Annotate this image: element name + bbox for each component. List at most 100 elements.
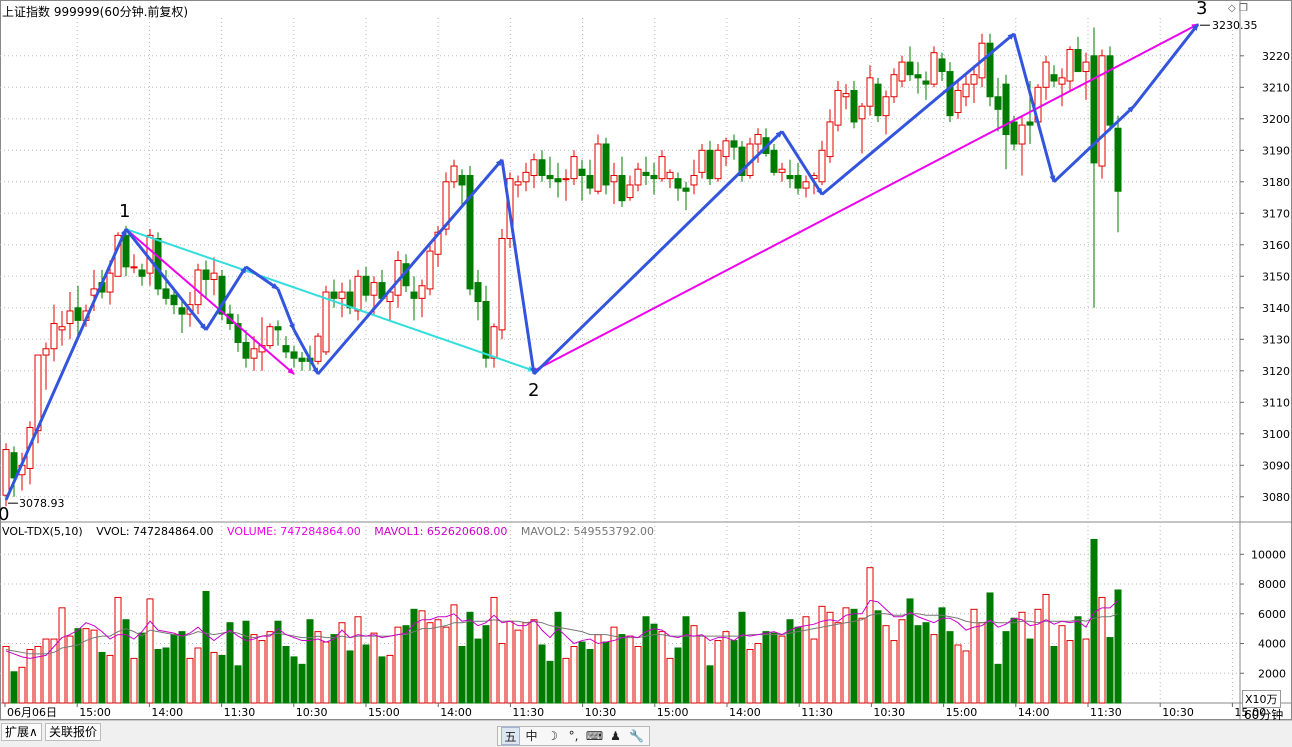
volume-bar	[1106, 637, 1114, 704]
volume-bar	[570, 645, 578, 704]
volume-bar	[850, 608, 858, 704]
candle-body	[274, 326, 282, 331]
vol-indicator-name[interactable]: VOL-TDX(5,10)	[2, 525, 83, 538]
volume-bar	[322, 641, 330, 704]
volume-bar	[442, 626, 450, 704]
time-tick-label: 10:30	[296, 706, 328, 719]
restore-icon[interactable]: ❐	[1238, 3, 1248, 14]
volume-bar	[994, 663, 1002, 704]
volume-bar	[82, 628, 90, 704]
candle-body	[818, 149, 826, 183]
candle-body	[482, 301, 490, 359]
index-name: 上证指数	[2, 5, 51, 19]
punctuation-icon[interactable]: °,	[568, 729, 579, 743]
volume-bar	[962, 650, 970, 704]
volume-bar	[666, 657, 674, 704]
volume-bar	[634, 645, 642, 704]
volume-tick-label: 8000	[1258, 578, 1286, 591]
candle-body	[658, 156, 666, 180]
volume-bar	[362, 644, 370, 704]
volume-bar	[914, 625, 922, 704]
time-tick-label: 11:30	[801, 706, 833, 719]
volume-bar	[2, 645, 10, 704]
volume-bar	[106, 654, 114, 704]
volume-bar	[98, 651, 106, 704]
candle-body	[194, 269, 202, 306]
candle-body	[930, 52, 938, 85]
volume-bar	[450, 604, 458, 704]
candle-body	[1002, 83, 1010, 136]
volume-bar	[1018, 611, 1026, 704]
price-tick-label: 3160	[1262, 239, 1290, 252]
volume-bar	[538, 644, 546, 704]
price-tick-label: 3220	[1262, 50, 1290, 63]
volume-bar	[530, 619, 538, 704]
candle-body	[74, 307, 82, 321]
volume-bar	[298, 663, 306, 704]
candle-body	[586, 175, 594, 189]
candle-body	[290, 351, 298, 359]
candle-body	[514, 181, 522, 186]
candle-body	[570, 156, 578, 180]
volume-bar	[706, 665, 714, 704]
keyboard-icon[interactable]: ⌨	[585, 729, 604, 743]
volume-bar	[146, 598, 154, 704]
volume-bar	[586, 648, 594, 704]
panel-controls: ◇ ❐	[1228, 3, 1248, 14]
volume-bar	[650, 623, 658, 704]
wave-label-2: 2	[528, 380, 539, 401]
volume-bar	[842, 607, 850, 704]
time-tick-label: 15:00	[79, 706, 111, 719]
candle-body	[50, 323, 58, 350]
tab-expand[interactable]: 扩展∧	[1, 723, 42, 741]
price-tick-label: 3200	[1262, 113, 1290, 126]
volume-bar	[346, 650, 354, 704]
volume-bar	[266, 631, 274, 704]
volume-bar	[394, 626, 402, 704]
candle-body	[650, 175, 658, 180]
candle-body	[842, 93, 850, 98]
wubi-icon[interactable]: 五	[501, 727, 520, 745]
candle-body	[1090, 55, 1098, 164]
volume-bar	[578, 641, 586, 704]
candle-body	[994, 96, 1002, 110]
candle-body	[498, 238, 506, 331]
volume-bar	[290, 656, 298, 704]
time-tick-label: 10:30	[585, 706, 617, 719]
mavol1-value: MAVOL1: 652620608.00	[374, 525, 508, 538]
volume-bar	[1026, 638, 1034, 704]
candle-body	[1026, 121, 1034, 126]
user-icon[interactable]: ♟	[610, 729, 621, 743]
mavol2-line	[5, 613, 1119, 655]
candle-body	[218, 275, 226, 315]
volume-tick-label: 4000	[1258, 638, 1286, 651]
candle-body	[634, 168, 642, 186]
volume-bar	[426, 622, 434, 704]
time-tick-label: 11:30	[512, 706, 544, 719]
candle-body	[1066, 49, 1074, 82]
candle-body	[594, 143, 602, 192]
volume-bar	[10, 671, 18, 704]
volume-bar	[354, 616, 362, 704]
tab-related-quotes[interactable]: 关联报价	[45, 723, 102, 741]
blue-wave-arrow	[316, 158, 504, 375]
chart-canvas: 3220321032003190318031703160315031403130…	[0, 0, 1292, 720]
candle-body	[130, 266, 138, 269]
candle-body	[690, 175, 698, 186]
diamond-icon[interactable]: ◇	[1228, 3, 1236, 14]
low-marker-label: 3078.93	[19, 497, 65, 510]
candle-body	[850, 89, 858, 123]
candle-body	[738, 146, 746, 176]
moon-icon[interactable]: ☽	[547, 729, 558, 743]
volume-bar	[746, 648, 754, 704]
candle-body	[474, 282, 482, 303]
volume-bar	[282, 645, 290, 704]
wave-labels: 0 1 2 3 3078.93 3230.35	[0, 0, 1258, 525]
candle-body	[442, 181, 450, 230]
volume-bar	[906, 598, 914, 704]
wrench-icon[interactable]: 🔧	[629, 729, 644, 743]
volume-bar	[330, 634, 338, 704]
volume-bar	[658, 631, 666, 704]
time-tick-label: 15:00	[946, 706, 978, 719]
chinese-mode-icon[interactable]: 中	[525, 729, 538, 743]
